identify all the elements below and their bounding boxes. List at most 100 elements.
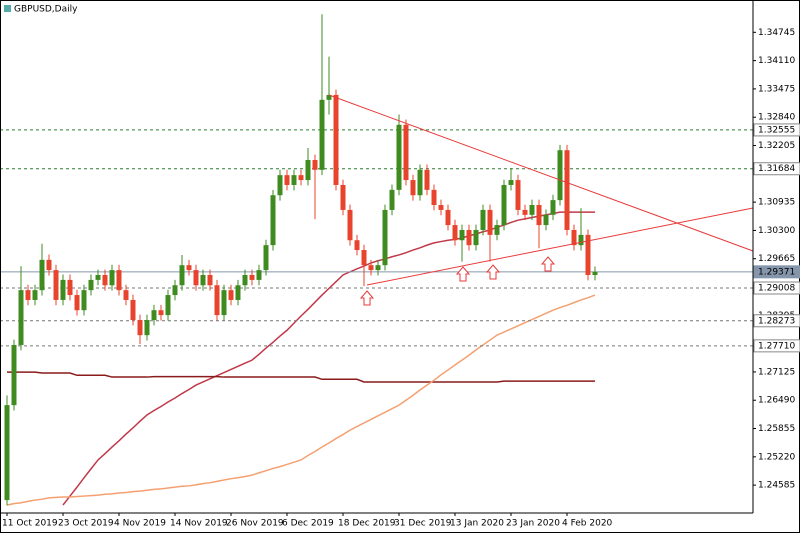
- candle-body: [165, 295, 171, 316]
- arrow: [485, 264, 501, 280]
- x-tick-label: 6 Dec 2019: [282, 519, 334, 529]
- moving-average: [7, 371, 595, 383]
- x-tick-label: 11 Oct 2019: [2, 519, 58, 529]
- y-tick-label: 1.24585: [758, 481, 795, 491]
- candle-body: [18, 290, 24, 345]
- candle-body: [4, 405, 10, 501]
- x-tick-label: 13 Jan 2020: [450, 519, 504, 529]
- candle-body: [53, 270, 59, 300]
- candle-body: [564, 150, 570, 230]
- y-tick-label: 1.26490: [758, 396, 795, 406]
- y-tick-label: 1.32840: [758, 113, 795, 123]
- candle-body: [144, 320, 150, 336]
- candle-body: [396, 124, 402, 190]
- y-tick-label: 1.32205: [758, 141, 795, 151]
- candle-body: [130, 299, 136, 321]
- candle-body: [375, 265, 381, 271]
- candle-body: [550, 200, 556, 215]
- x-tick-label: 14 Nov 2019: [170, 519, 228, 529]
- candle-body: [417, 169, 423, 196]
- candle-body: [312, 160, 318, 170]
- trend-line: [366, 207, 754, 286]
- trend-line: [328, 94, 754, 252]
- candle-body: [592, 271, 598, 275]
- candle-body: [298, 175, 304, 181]
- candle-body: [473, 229, 479, 246]
- candle-body: [424, 169, 430, 190]
- candle-body: [228, 290, 234, 300]
- candle-body: [284, 175, 290, 185]
- y-tick-label: 1.33475: [758, 84, 795, 94]
- candle-body: [347, 209, 353, 241]
- x-tick-label: 23 Oct 2019: [58, 519, 114, 529]
- candle-body: [137, 320, 143, 336]
- candle-body: [67, 279, 73, 296]
- candle-body: [221, 290, 227, 316]
- candle-body: [95, 274, 101, 280]
- candle-body: [11, 344, 17, 406]
- arrow: [540, 256, 556, 272]
- x-tick-label: 26 Nov 2019: [226, 519, 284, 529]
- candle-body: [452, 225, 458, 241]
- candle-body: [508, 180, 514, 185]
- candle-body: [333, 94, 339, 185]
- candle-body: [39, 259, 45, 291]
- candle-body: [32, 290, 38, 300]
- candle-body: [186, 265, 192, 271]
- candle-body: [200, 274, 206, 286]
- level-label-box: [753, 123, 800, 137]
- candle-body: [193, 270, 199, 286]
- x-tick-label: 31 Dec 2019: [394, 519, 452, 529]
- candle-body: [438, 205, 444, 210]
- candle-body: [578, 234, 584, 246]
- candle-body: [585, 234, 591, 275]
- candle-body: [207, 274, 213, 286]
- candle-body: [487, 209, 493, 235]
- candle-body: [466, 229, 472, 246]
- y-tick-label: 1.29665: [758, 254, 795, 264]
- candle-body: [403, 124, 409, 181]
- y-tick-label: 1.34110: [758, 56, 795, 66]
- level-label: 1.29008: [758, 284, 795, 294]
- x-tick-label: 4 Nov 2019: [114, 519, 166, 529]
- candle-body: [256, 270, 262, 280]
- candle-body: [235, 285, 241, 300]
- candle-body: [263, 245, 269, 271]
- candle-body: [179, 265, 185, 286]
- arrow: [359, 290, 375, 306]
- candle-body: [319, 99, 325, 170]
- candle-body: [249, 274, 255, 280]
- candle-body: [557, 150, 563, 201]
- candle-body: [46, 259, 52, 271]
- candle-body: [382, 209, 388, 266]
- candle-body: [81, 290, 87, 311]
- level-label-box: [753, 339, 800, 353]
- symbol-icon: [4, 5, 11, 12]
- candle-body: [109, 270, 115, 286]
- candle-body: [88, 279, 94, 291]
- candle-body: [277, 175, 283, 196]
- candle-body: [305, 160, 311, 181]
- candle-body: [123, 290, 129, 300]
- arrow: [455, 266, 471, 282]
- candle-body: [536, 205, 542, 226]
- level-label: 1.27710: [758, 341, 795, 351]
- candle-body: [60, 279, 66, 300]
- candle-body: [571, 229, 577, 246]
- candle-body: [515, 180, 521, 210]
- candle-body: [459, 229, 465, 241]
- candle-body: [501, 184, 507, 226]
- y-tick-label: 1.27125: [758, 367, 795, 377]
- candle-body: [158, 310, 164, 316]
- y-tick-label: 1.25855: [758, 424, 795, 434]
- candle-body: [361, 250, 367, 266]
- x-tick-label: 23 Jan 2020: [506, 519, 560, 529]
- chart-title: GBPUSD,Daily: [14, 5, 78, 15]
- candle-body: [522, 209, 528, 215]
- candle-body: [291, 175, 297, 185]
- candle-body: [354, 240, 360, 251]
- candle-body: [494, 225, 500, 235]
- candle-body: [172, 285, 178, 296]
- moving-average: [6, 294, 596, 506]
